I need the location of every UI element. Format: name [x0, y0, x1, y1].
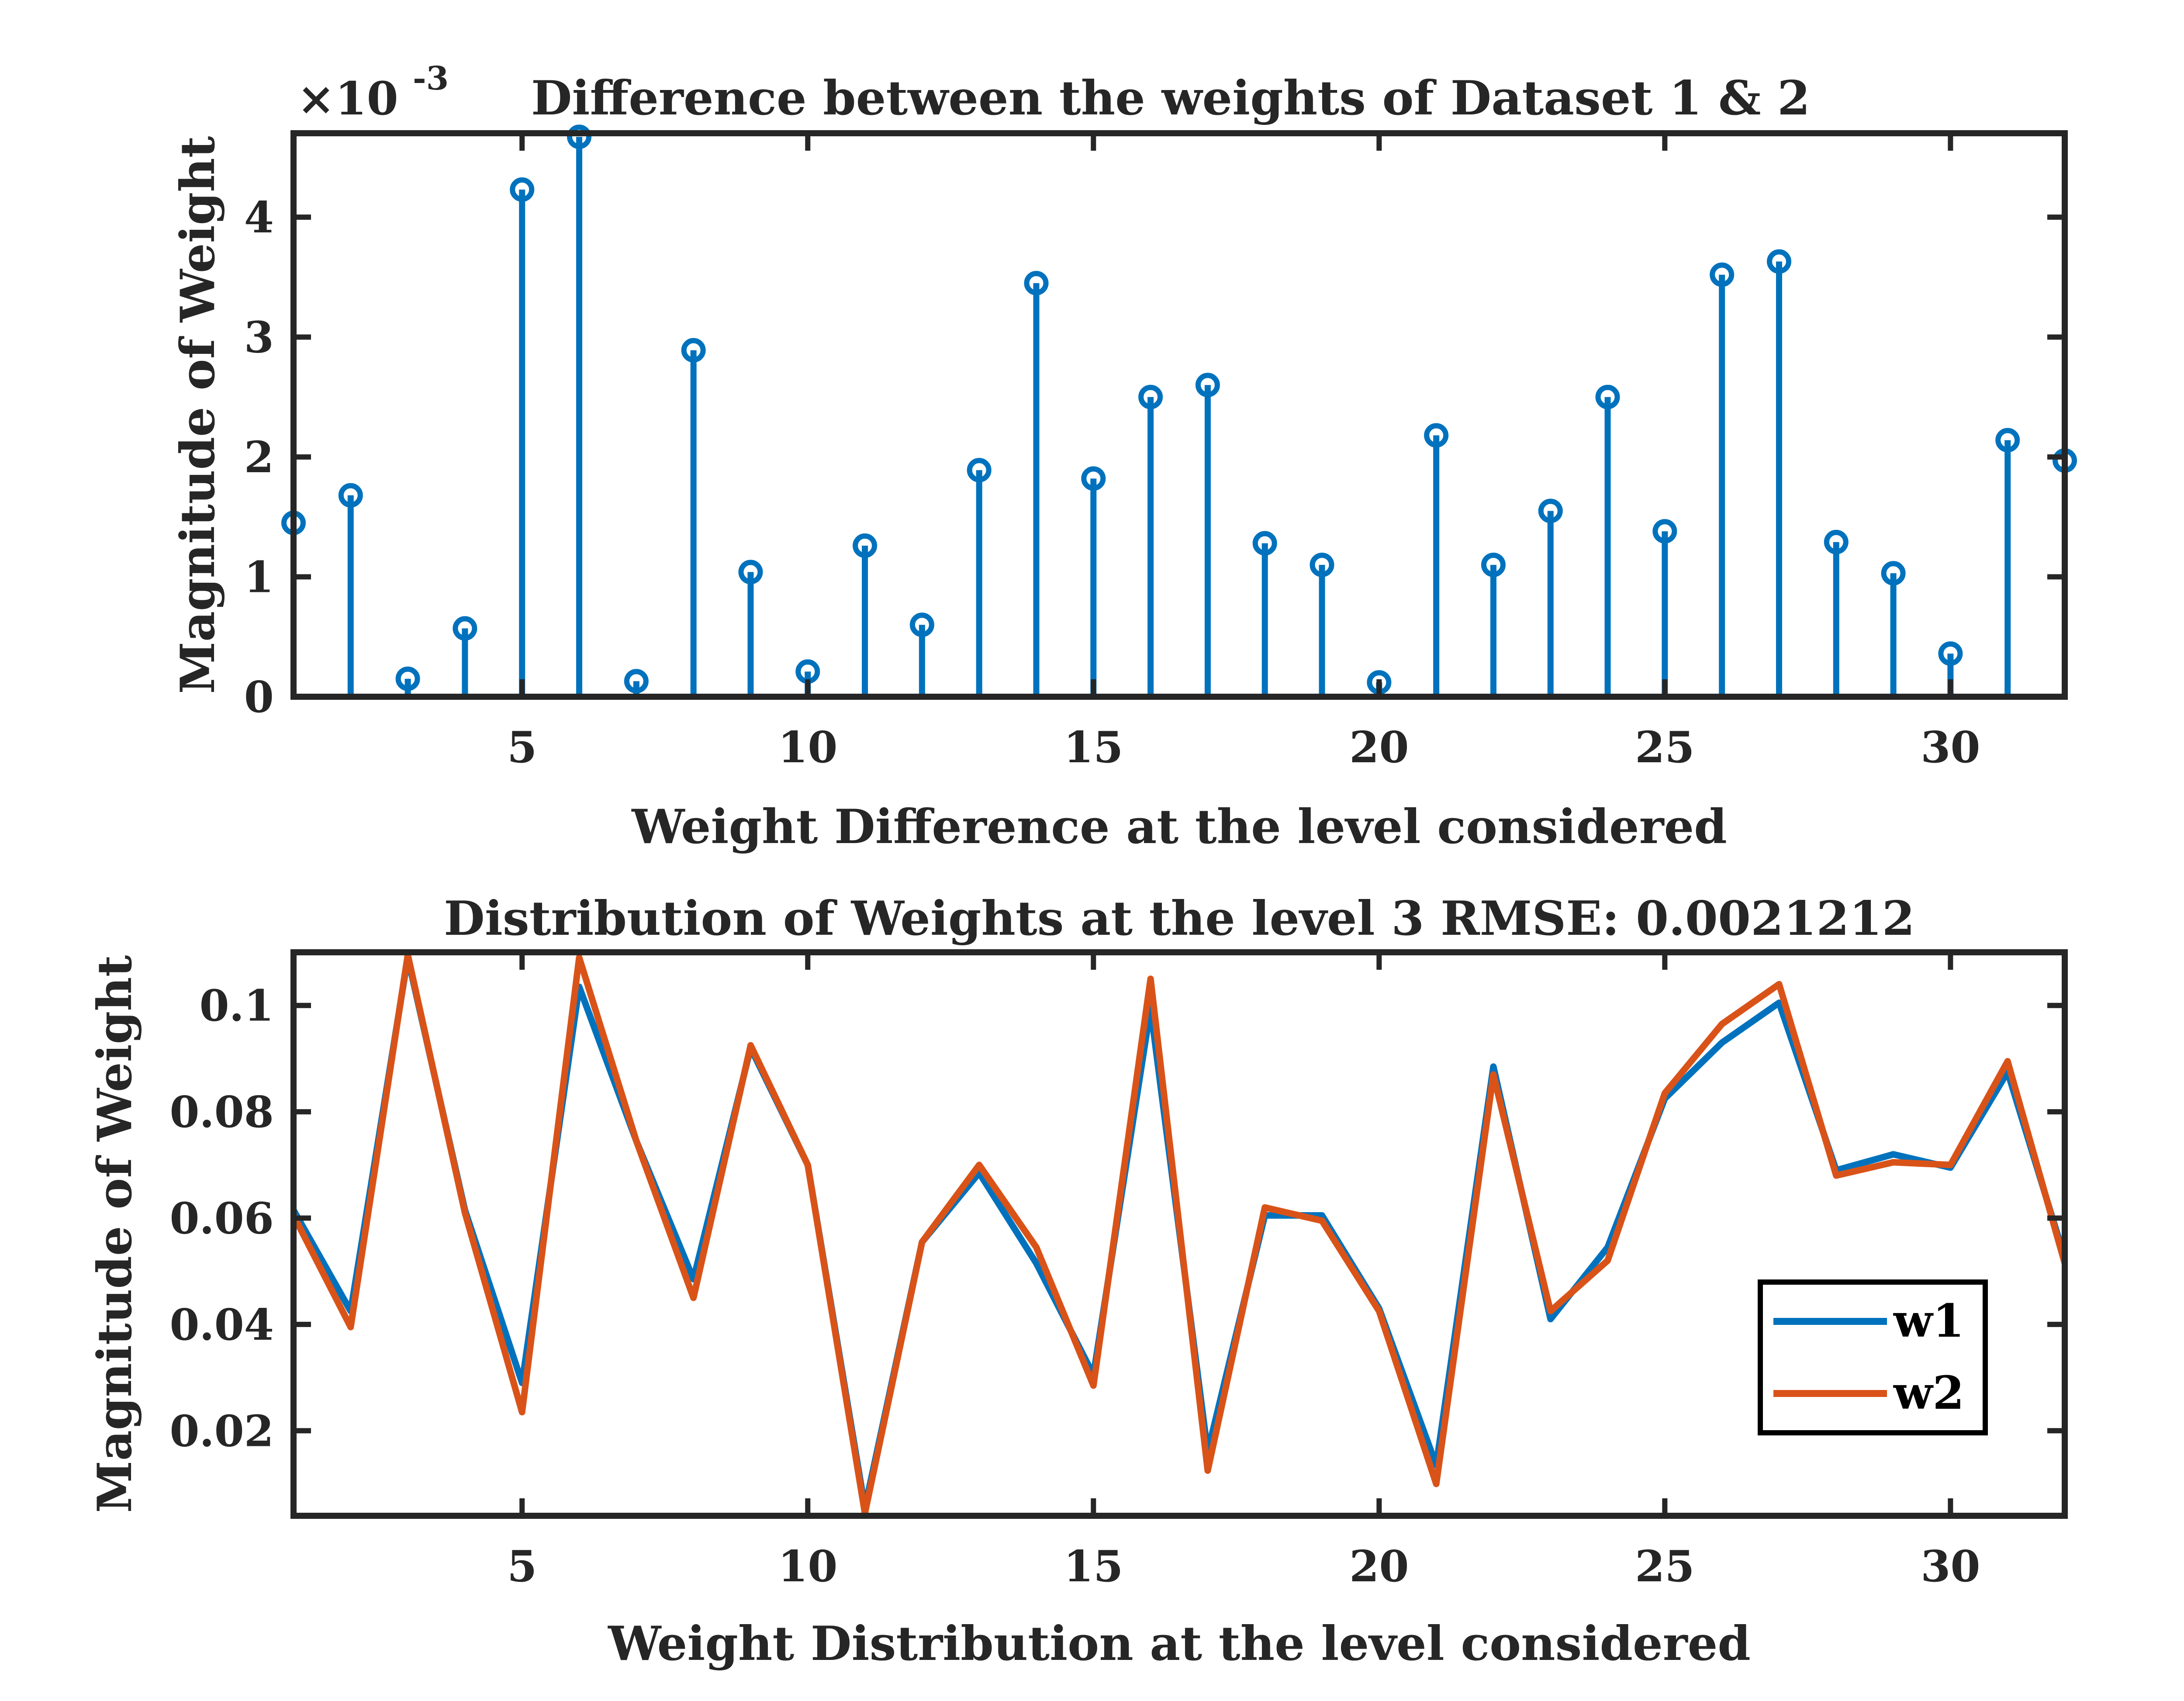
stem-marker	[967, 458, 992, 483]
stem-marker	[1138, 384, 1163, 409]
y-tick-label: 3	[244, 313, 274, 363]
stem-marker	[1652, 519, 1677, 544]
stem-marker	[1995, 428, 2020, 453]
stem-marker	[1710, 262, 1735, 287]
x-tick-label: 30	[1921, 723, 1980, 773]
exponent-label: ×10 -3	[297, 60, 449, 125]
y-tick-label: 0.02	[169, 1406, 274, 1456]
x-tick-label: 15	[1064, 1542, 1123, 1592]
y-axis-label: Magnitude of Weight	[170, 136, 225, 694]
x-tick-label: 10	[778, 723, 837, 773]
y-tick-label: 2	[244, 432, 274, 483]
y-tick-label: 0.04	[169, 1300, 274, 1350]
line-chart-distribution: Distribution of Weights at the level 3 R…	[87, 891, 2068, 1671]
stem-marker	[1024, 271, 1049, 296]
stem-marker	[1310, 553, 1334, 577]
x-axis-label: Weight Distribution at the level conside…	[608, 1616, 1751, 1671]
y-tick-labels: 0.02 0.04 0.06 0.08 0.1	[169, 981, 274, 1457]
y-tick-label: 4	[244, 193, 274, 243]
stem-marker	[1824, 529, 1849, 554]
exponent-power: -3	[413, 60, 449, 97]
stem-marker	[1881, 561, 1906, 586]
x-tick-label: 30	[1921, 1542, 1980, 1592]
chart-title: Difference between the weights of Datase…	[531, 71, 1810, 126]
exponent-base: ×10	[297, 72, 398, 125]
axes-box	[290, 949, 2068, 1519]
y-axis-label: Magnitude of Weight	[87, 955, 142, 1513]
y-tick-label: 1	[244, 553, 274, 603]
stem-marker	[681, 338, 706, 363]
x-tick-label: 5	[507, 723, 537, 773]
stem-marker	[338, 483, 363, 508]
legend-box	[1758, 1279, 1988, 1435]
x-tick-labels: 5 10 15 20 25 30	[507, 723, 1980, 773]
stem-chart-difference: Difference between the weights of Datase…	[170, 60, 2077, 854]
y-tick-label: 0.06	[169, 1193, 274, 1244]
chart-title: Distribution of Weights at the level 3 R…	[444, 891, 1915, 946]
stem-marker	[853, 533, 878, 558]
stem-marker	[1938, 641, 1963, 666]
x-axis-label: Weight Difference at the level considere…	[631, 799, 1727, 854]
legend-label-w2: w2	[1893, 1366, 1964, 1420]
stem-marker	[1766, 249, 1791, 274]
stem-marker	[909, 612, 934, 637]
y-tick-label: 0.08	[169, 1087, 274, 1137]
x-tick-label: 5	[507, 1542, 537, 1592]
x-tick-label: 10	[778, 1542, 837, 1592]
stem-marker	[1595, 384, 1620, 409]
stem-marker	[624, 669, 649, 694]
x-tick-label: 15	[1064, 723, 1123, 773]
x-tick-label: 25	[1635, 723, 1694, 773]
x-tick-label: 25	[1635, 1542, 1694, 1592]
legend-label-w1: w1	[1893, 1294, 1964, 1348]
series-line-w2	[290, 951, 2068, 1517]
x-tick-labels: 5 10 15 20 25 30	[507, 1542, 1980, 1592]
stem-marker	[453, 616, 477, 641]
x-tick-label: 20	[1349, 1542, 1409, 1592]
line-series	[290, 951, 2068, 1517]
stem-marker	[510, 177, 535, 202]
legend: w1 w2	[1758, 1279, 1988, 1435]
stem-marker	[738, 560, 763, 584]
axes-box	[290, 130, 2068, 700]
y-tick-labels: 0 1 2 3 4	[244, 193, 274, 723]
stem-marker	[395, 666, 420, 691]
stem-marker	[1538, 498, 1563, 523]
stem-marker	[1195, 373, 1220, 398]
stem-marker	[1424, 423, 1449, 448]
x-tick-label: 20	[1349, 723, 1409, 773]
y-tick-label: 0	[244, 672, 274, 723]
stem-marker	[1081, 466, 1106, 491]
stem-marker	[567, 124, 592, 149]
stem-marker	[1481, 553, 1506, 577]
stem-marker	[1252, 531, 1277, 556]
y-tick-label: 0.1	[200, 981, 274, 1031]
